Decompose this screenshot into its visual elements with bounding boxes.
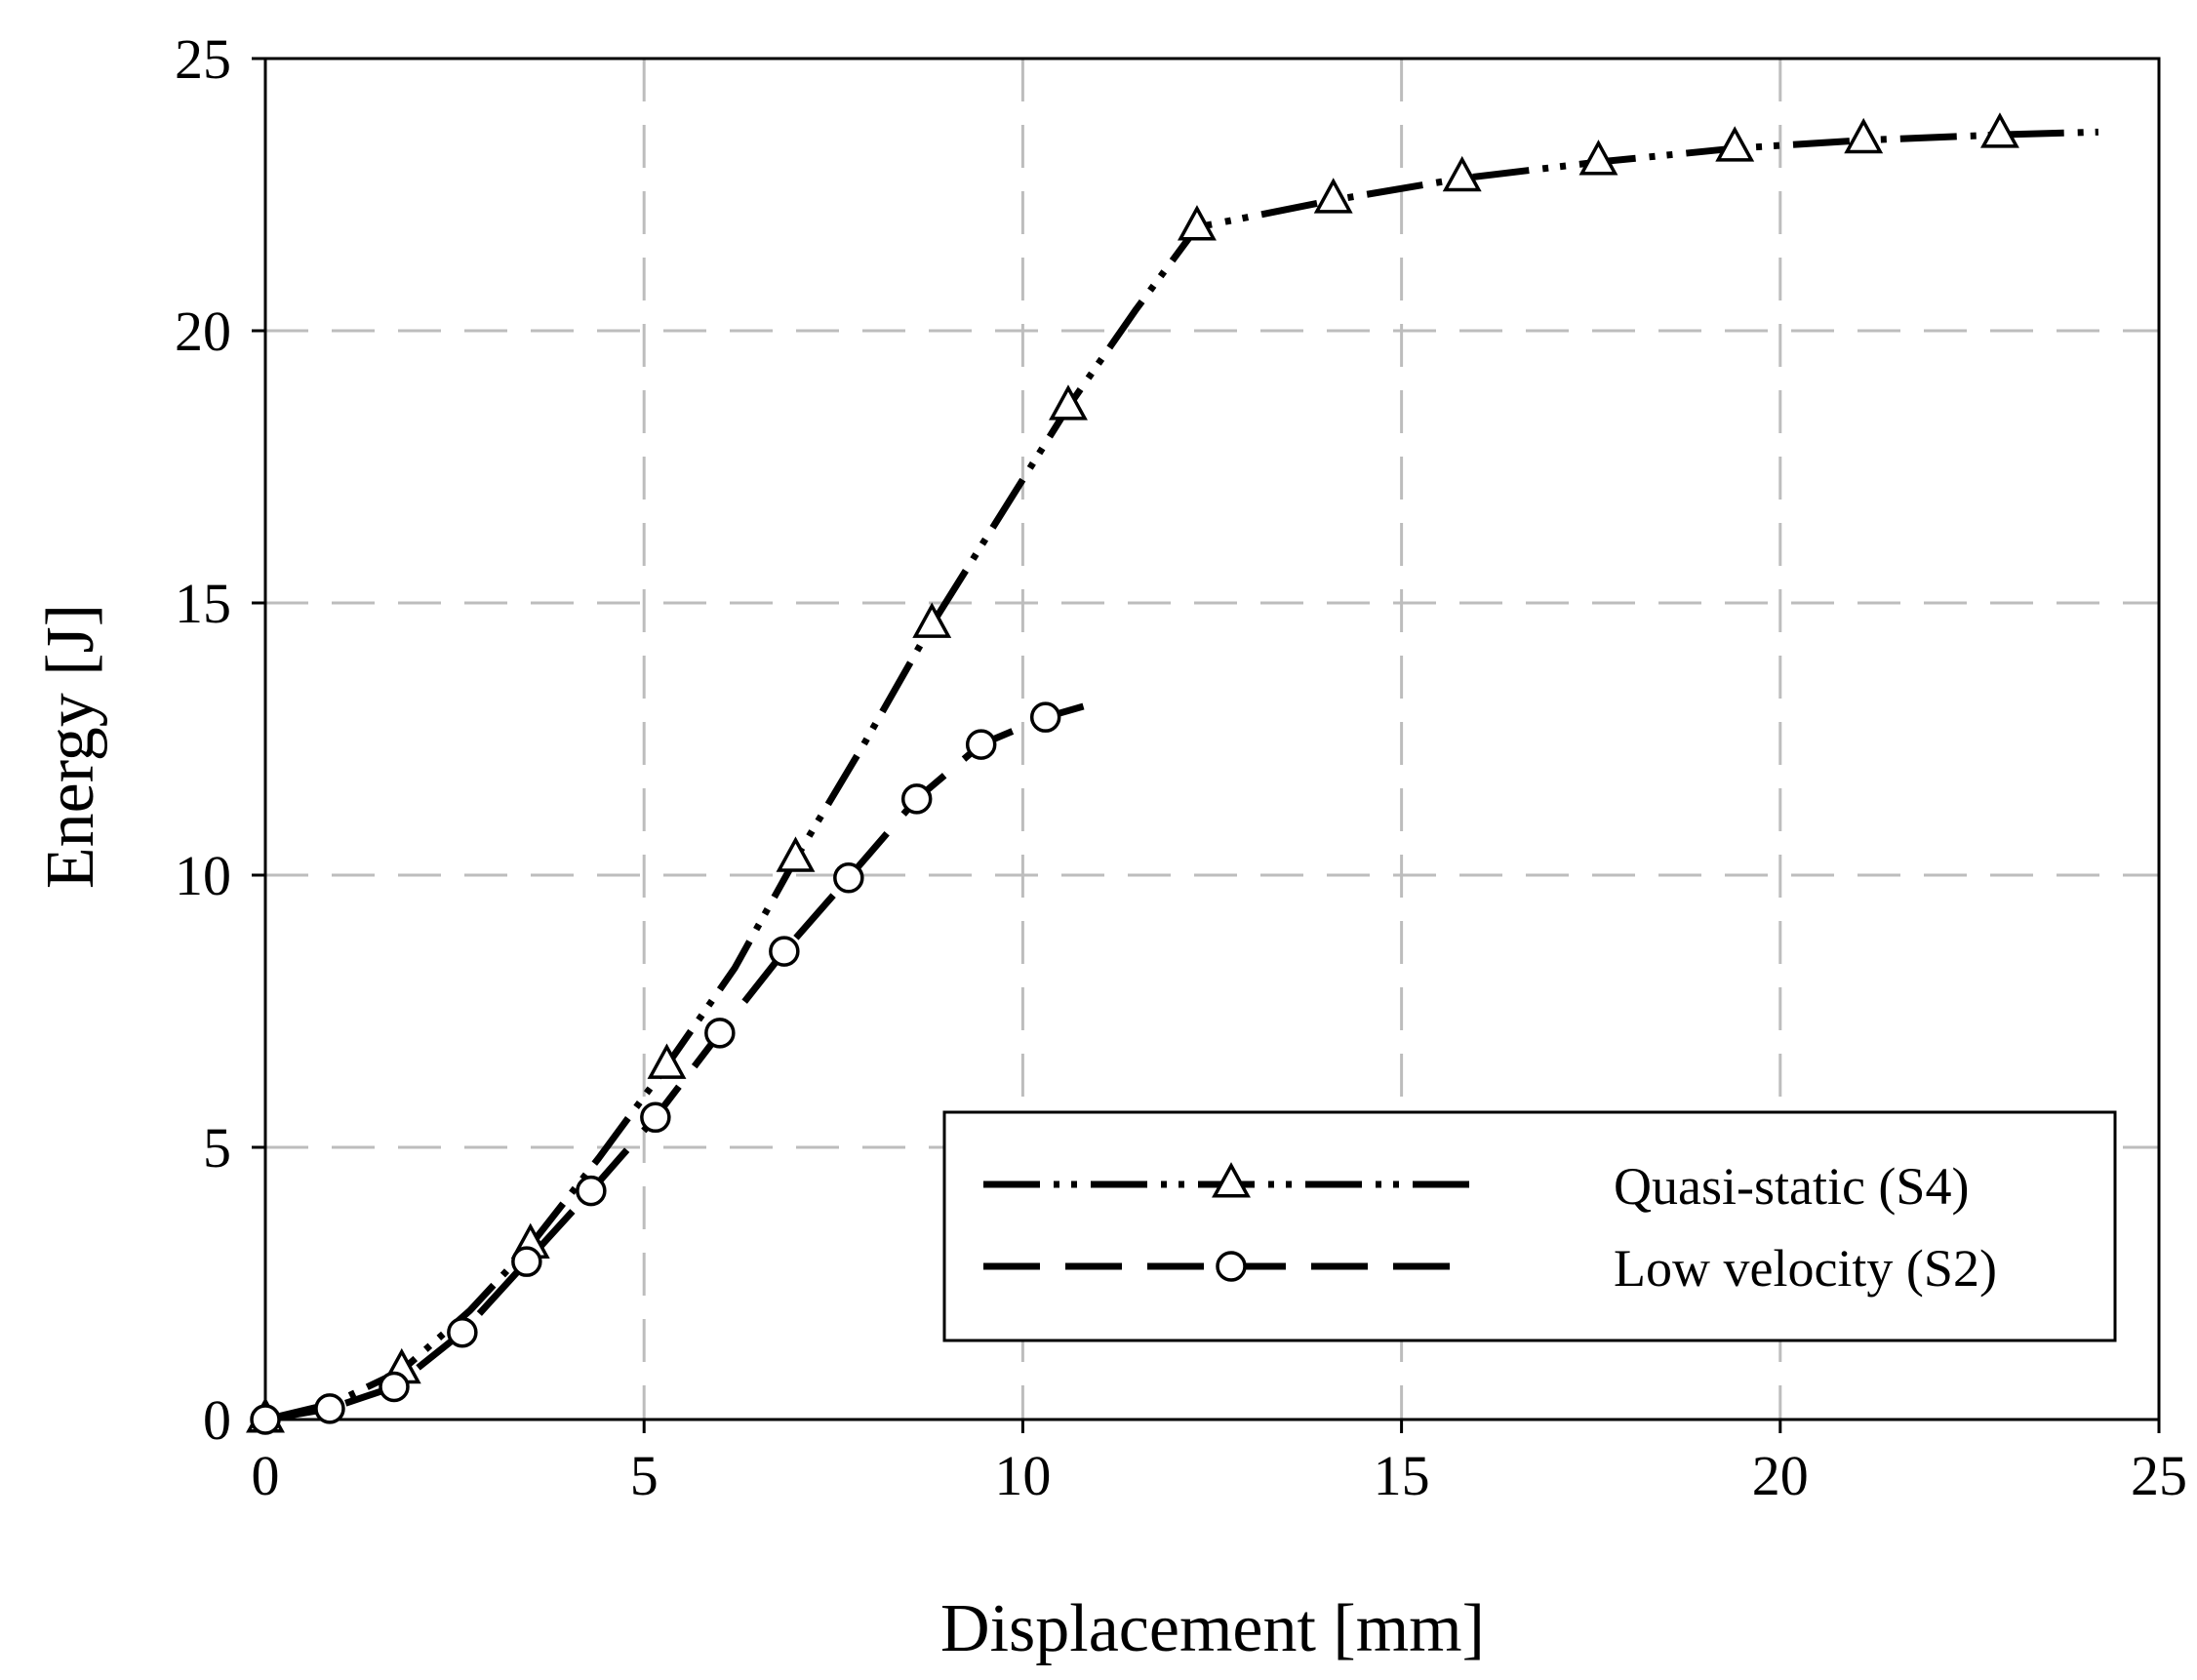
data-point-low-velocity [576,1175,607,1207]
data-point-quasi-static [776,836,816,872]
data-point-quasi-static [1049,384,1088,420]
data-point-low-velocity [1029,701,1061,733]
legend-line-low-velocity [983,1251,1471,1282]
data-point-low-velocity [704,1018,736,1049]
legend-label-quasi-static: Quasi-static (S4) [1614,1157,1969,1216]
data-point-low-velocity [965,729,997,760]
data-point-low-velocity [379,1371,410,1403]
x-tick-label: 10 [994,1444,1051,1507]
data-point-quasi-static [1578,140,1618,176]
y-tick-label: 5 [203,1116,231,1180]
data-point-low-velocity [833,862,864,894]
data-point-low-velocity [447,1316,478,1348]
legend: Quasi-static (S4) Low velocity (S2) [942,1110,2117,1342]
data-point-low-velocity [769,936,800,967]
data-point-quasi-static [1442,155,1482,192]
data-point-low-velocity [900,783,933,815]
plot-area-frame [263,57,2161,1421]
data-point-quasi-static [647,1043,687,1079]
data-point-quasi-static [912,602,952,638]
x-tick-label: 15 [1374,1444,1430,1507]
legend-label-low-velocity: Low velocity (S2) [1614,1239,1997,1298]
data-point-quasi-static [1715,126,1755,162]
legend-line-quasi-static [983,1162,1471,1198]
data-point-quasi-static [1980,112,2019,148]
legend-marker-low-velocity [1216,1251,1247,1282]
x-axis-title: Displacement [mm] [940,1591,1485,1666]
data-point-low-velocity [640,1101,671,1134]
axis-ticks: 0 5 10 15 20 25 0 5 10 15 20 25 [175,27,2187,1507]
y-tick-label: 10 [175,844,231,907]
data-point-quasi-static [1313,178,1353,214]
series-markers [246,112,2019,1435]
x-tick-label: 20 [1752,1444,1809,1507]
x-tick-label: 25 [2131,1444,2187,1507]
x-tick-label: 0 [252,1444,280,1507]
y-tick-label: 15 [175,572,231,635]
data-point-low-velocity [314,1393,345,1424]
x-tick-label: 5 [630,1444,659,1507]
data-point-quasi-static [1844,117,1884,154]
data-point-quasi-static [1178,205,1217,241]
data-point-low-velocity [250,1404,281,1435]
legend-marker-quasi-static [1212,1162,1251,1198]
y-tick-label: 0 [203,1388,231,1452]
data-point-low-velocity [511,1246,542,1277]
legend-box [942,1110,2117,1342]
y-tick-label: 25 [175,27,231,91]
y-tick-label: 20 [175,300,231,363]
y-axis-title: Energy [J] [33,604,108,889]
